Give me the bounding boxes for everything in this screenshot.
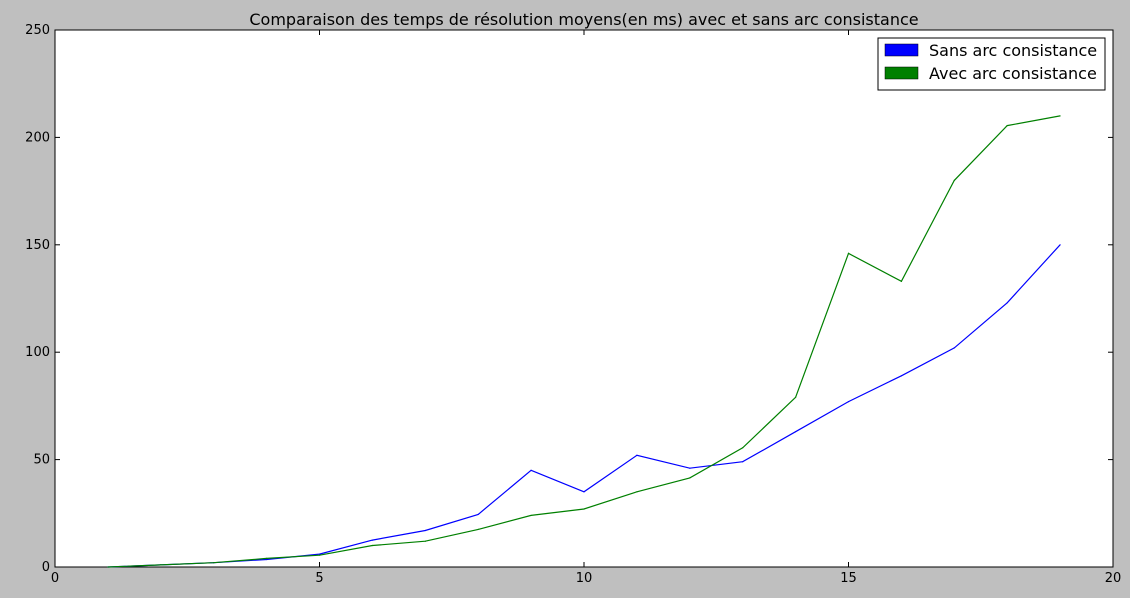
data-point xyxy=(477,513,479,515)
data-point xyxy=(953,347,955,349)
data-point xyxy=(1006,124,1008,127)
data-point xyxy=(689,477,691,479)
data-point xyxy=(477,528,479,531)
data-point xyxy=(107,566,109,568)
data-point xyxy=(583,491,585,493)
data-point xyxy=(318,554,321,556)
data-point xyxy=(900,280,903,282)
data-point xyxy=(689,467,691,469)
data-point xyxy=(583,508,585,510)
data-point xyxy=(318,553,321,555)
data-lines xyxy=(107,115,1061,568)
legend-label: Avec arc consistance xyxy=(929,64,1097,83)
y-tick-label: 250 xyxy=(25,23,50,38)
data-point xyxy=(1006,302,1008,304)
x-tick-label: 15 xyxy=(840,571,857,586)
data-point xyxy=(847,401,850,403)
data-point xyxy=(371,539,373,541)
data-point xyxy=(847,252,850,254)
y-tick-label: 150 xyxy=(25,238,50,253)
legend-swatch xyxy=(884,66,919,80)
data-point xyxy=(742,447,744,449)
data-point xyxy=(424,529,426,532)
data-point xyxy=(795,396,797,398)
x-tick-label: 10 xyxy=(576,571,593,586)
data-point xyxy=(953,179,955,181)
data-point xyxy=(160,564,162,566)
data-point xyxy=(371,544,373,547)
data-point xyxy=(900,375,903,377)
data-point xyxy=(636,454,638,456)
chart-title: Comparaison des temps de résolution moye… xyxy=(249,10,918,29)
x-tick-label: 20 xyxy=(1105,571,1122,586)
data-point xyxy=(266,558,268,561)
y-tick-label: 0 xyxy=(42,560,50,575)
data-point xyxy=(636,491,638,493)
data-point xyxy=(795,431,797,433)
y-tick-label: 200 xyxy=(25,130,50,145)
data-point xyxy=(1059,244,1061,246)
x-tick-label: 0 xyxy=(51,571,59,586)
data-point xyxy=(266,557,268,560)
data-point xyxy=(530,469,532,471)
plot-area xyxy=(54,29,1114,568)
data-point xyxy=(424,540,426,542)
y-tick-label: 50 xyxy=(33,453,50,468)
legend-swatch xyxy=(884,43,919,57)
legend-label: Sans arc consistance xyxy=(929,41,1097,60)
legend: Sans arc consistance Avec arc consistance xyxy=(877,37,1106,91)
data-point xyxy=(1059,115,1061,117)
data-point xyxy=(742,461,744,463)
x-tick-label: 5 xyxy=(315,571,323,586)
y-tick-label: 100 xyxy=(25,345,50,360)
data-point xyxy=(213,562,215,564)
data-point xyxy=(530,514,532,517)
axis-ticks xyxy=(54,29,1114,568)
